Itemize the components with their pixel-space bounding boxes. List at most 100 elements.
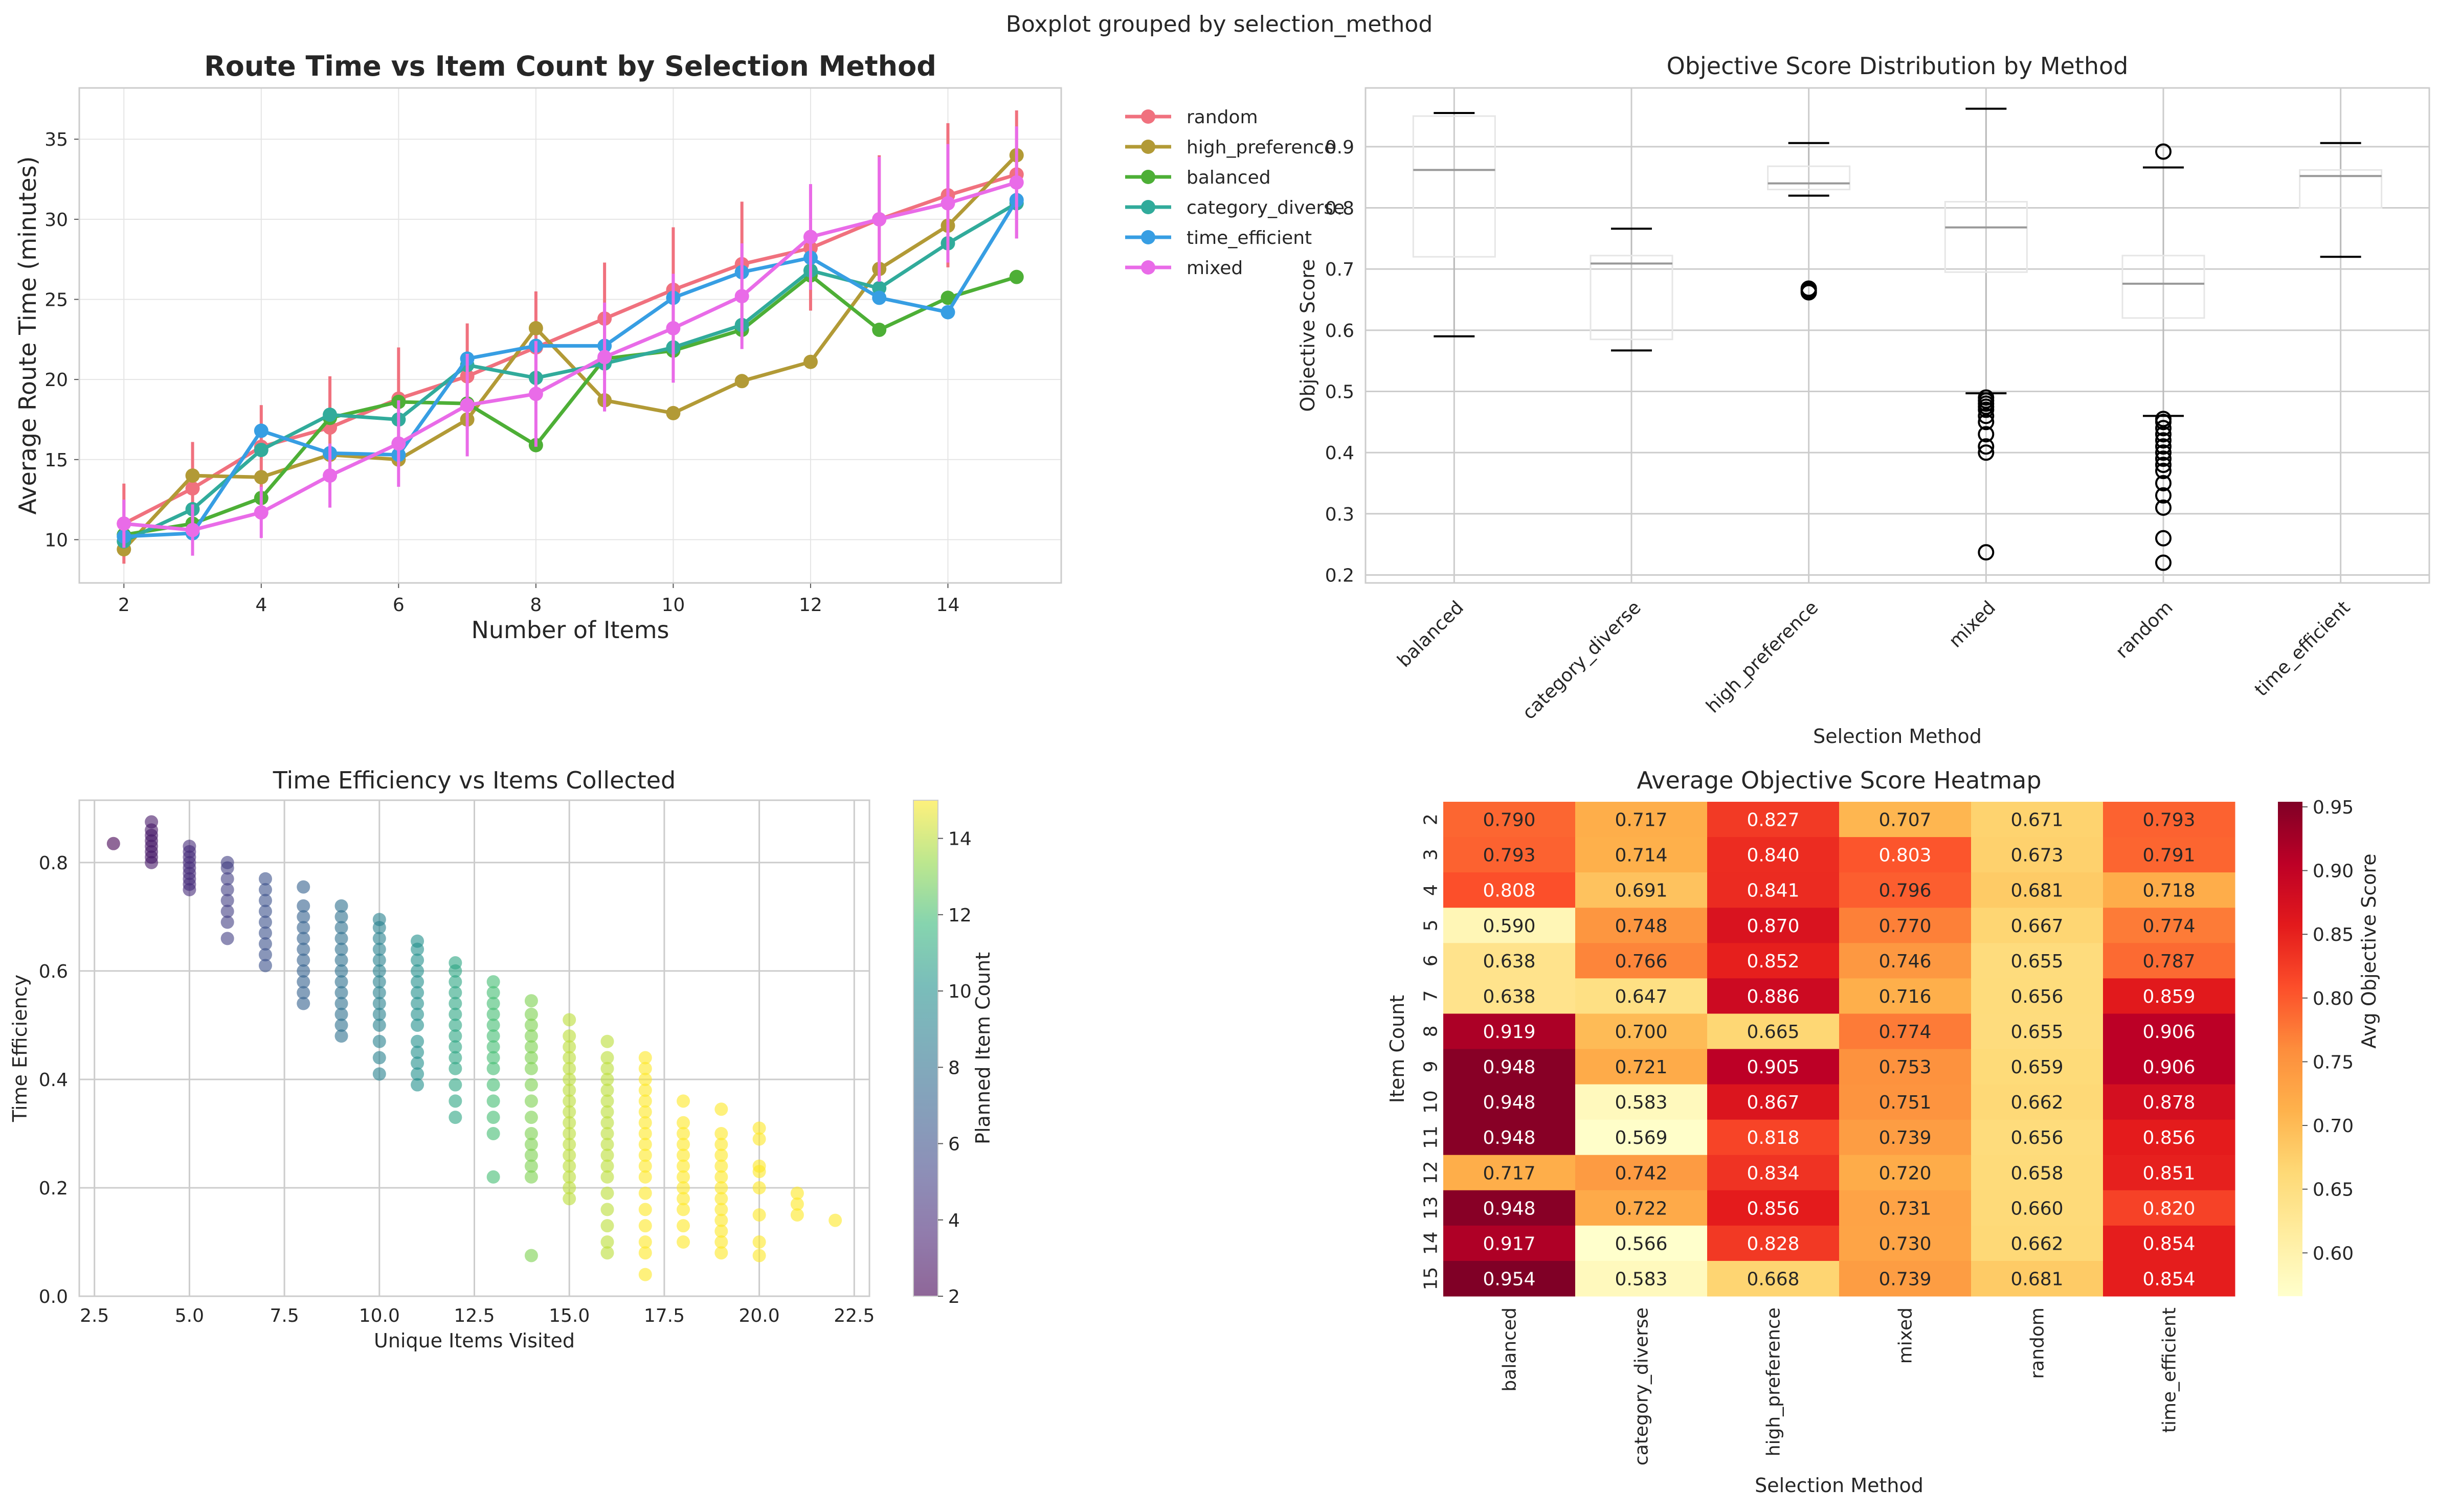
line-point (803, 230, 818, 244)
heatmap-cell (1575, 837, 1708, 873)
heatmap-cell (1575, 1119, 1708, 1156)
line-y-tick-label: 15 (44, 450, 68, 471)
heatmap-colorbar-tick-label: 0.90 (2313, 861, 2354, 882)
scatter-point (677, 1170, 690, 1184)
scatter-point (638, 1062, 652, 1075)
heatmap-cell-label: 0.720 (1878, 1163, 1931, 1184)
box-body (1412, 115, 1496, 258)
heatmap-y-tick-label: 3 (1421, 849, 1442, 861)
box-flier (2155, 414, 2172, 431)
heatmap-cell-label: 0.662 (2010, 1233, 2063, 1254)
line-point (666, 321, 681, 335)
scatter-point (297, 964, 310, 978)
scatter-point (524, 1148, 538, 1162)
scatter-point (411, 934, 424, 948)
heatmap-cell-label: 0.878 (2142, 1092, 2195, 1113)
line-point (872, 323, 887, 337)
scatter-point (297, 921, 310, 935)
scatter-point (600, 1186, 614, 1200)
heatmap-x-tick-label: random (2027, 1307, 2048, 1379)
scatter-point (563, 1148, 576, 1162)
scatter-chart-title: Time Efficiency vs Items Collected (273, 766, 676, 794)
scatter-point (600, 1203, 614, 1216)
scatter-point (372, 932, 386, 945)
scatter-point (524, 1094, 538, 1108)
heatmap-cell (1575, 1225, 1708, 1261)
heatmap-cell (1971, 1013, 2104, 1049)
heatmap-cell (2103, 1225, 2235, 1261)
scatter-point (752, 1249, 766, 1262)
scatter-point (411, 975, 424, 989)
heatmap-cell-label: 0.655 (2010, 951, 2063, 972)
line-x-tick-label: 2 (118, 595, 130, 616)
heatmap-cell-label: 0.808 (1483, 881, 1535, 901)
scatter-colorbar-tick-label: 10 (948, 981, 972, 1002)
scatter-point (563, 1159, 576, 1173)
heatmap-colorbar-tick-label: 0.75 (2313, 1052, 2354, 1073)
heatmap-cell (1575, 1013, 1708, 1049)
scatter-point (411, 1018, 424, 1032)
heatmap-cell (1971, 1155, 2104, 1191)
heatmap-cell-label: 0.662 (2010, 1092, 2063, 1113)
line-point (254, 423, 268, 438)
scatter-x-tick-label: 20.0 (739, 1305, 780, 1326)
scatter-colorbar-tick-label: 4 (948, 1210, 960, 1231)
heatmap-cell (1707, 1190, 1840, 1226)
heatmap-cell (1839, 1049, 1972, 1085)
line-point (391, 436, 406, 451)
box-body (1944, 201, 2028, 273)
line-x-tick-label: 4 (255, 595, 267, 616)
scatter-x-axis-label: Unique Items Visited (374, 1329, 575, 1352)
scatter-point (600, 1051, 614, 1065)
scatter-point (563, 1192, 576, 1206)
legend-label: balanced (1187, 167, 1271, 188)
heatmap-cell (1575, 1190, 1708, 1226)
heatmap-cell-label: 0.854 (2142, 1233, 2195, 1254)
legend-marker (1141, 200, 1155, 214)
scatter-point (334, 1018, 348, 1032)
scatter-point (106, 837, 120, 850)
heatmap-cell (2103, 978, 2235, 1014)
heatmap-cell (1443, 1260, 1576, 1297)
heatmap-cell-label: 0.870 (1747, 916, 1799, 937)
heatmap-cell-label: 0.739 (1878, 1127, 1931, 1148)
box-body (2121, 255, 2205, 319)
scatter-point (372, 997, 386, 1010)
scatter-point (449, 956, 462, 970)
line-point (254, 505, 268, 520)
scatter-point (563, 1094, 576, 1108)
scatter-point (486, 1126, 500, 1140)
scatter-point (714, 1203, 728, 1216)
box-y-axis-label: Objective Score (1296, 259, 1319, 412)
heatmap-cell (1575, 1155, 1708, 1191)
heatmap-cell-label: 0.569 (1615, 1127, 1667, 1148)
box-flier (2155, 426, 2172, 443)
heatmap-cell (1971, 1119, 2104, 1156)
scatter-point (714, 1235, 728, 1249)
heatmap-cell (1971, 837, 2104, 873)
heatmap-cell-label: 0.656 (2010, 986, 2063, 1007)
scatter-point (524, 1159, 538, 1173)
heatmap-cell-label: 0.905 (1747, 1057, 1799, 1078)
box-balanced (1412, 112, 1496, 337)
box-x-axis-label: Selection Method (1813, 725, 1982, 748)
scatter-point (486, 1040, 500, 1054)
scatter-x-tick-label: 7.5 (270, 1305, 299, 1326)
scatter-x-tick-label: 22.5 (834, 1305, 875, 1326)
scatter-point (372, 913, 386, 927)
heatmap-x-tick-label: time_efficient (2159, 1307, 2180, 1433)
box-flier (1978, 426, 1995, 443)
scatter-point (790, 1186, 804, 1200)
heatmap-cell (2103, 1155, 2235, 1191)
box-x-tick-label: random (2112, 597, 2177, 663)
scatter-point (334, 921, 348, 935)
box-flier (2155, 499, 2172, 516)
heatmap-cell-label: 0.948 (1483, 1057, 1535, 1078)
line-point (323, 408, 338, 422)
scatter-point (563, 1138, 576, 1152)
scatter-point (486, 975, 500, 989)
line-point (323, 468, 338, 483)
heatmap-x-axis-label: Selection Method (1755, 1474, 1923, 1497)
scatter-point (600, 1235, 614, 1249)
